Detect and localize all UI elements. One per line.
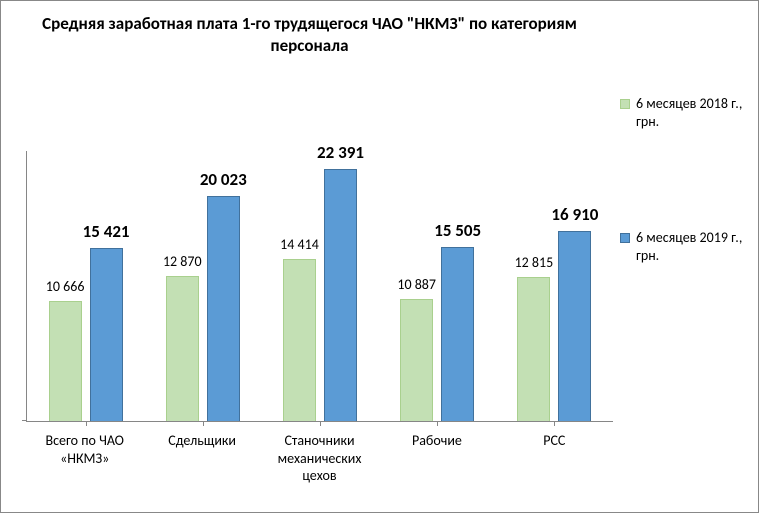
x-axis-label: Станочники механических цехов xyxy=(261,426,378,506)
bar-group: 12 87020 023 xyxy=(144,196,261,421)
bar-group: 10 88715 505 xyxy=(379,247,496,421)
legend-swatch-1 xyxy=(620,233,630,243)
x-axis-labels: Всего по ЧАО «НКМЗ»СдельщикиСтаночники м… xyxy=(26,426,613,506)
legend-series-0: 6 месяцев 2018 г., грн. xyxy=(620,95,750,134)
bar xyxy=(90,248,123,421)
bar-group: 12 81516 910 xyxy=(496,231,613,421)
legend-series-1: 6 месяцев 2019 г., грн. xyxy=(620,229,750,268)
bar xyxy=(441,247,474,421)
bar xyxy=(207,196,240,421)
bar xyxy=(400,299,433,421)
bar xyxy=(49,301,82,421)
plot-area: 10 66615 42112 87020 02314 41422 39110 8… xyxy=(26,151,613,422)
x-axis-label: Сдельщики xyxy=(143,426,260,506)
bar xyxy=(324,169,357,421)
bar xyxy=(166,276,199,421)
legend-label-0: 6 месяцев 2018 г., грн. xyxy=(636,95,750,130)
bar-value-label: 22 391 xyxy=(280,142,400,163)
legend-swatch-0 xyxy=(620,99,630,109)
chart-title: Средняя заработная плата 1-го трудящегос… xyxy=(1,13,618,57)
bar-value-label: 16 910 xyxy=(515,204,635,225)
x-axis-label: Рабочие xyxy=(378,426,495,506)
bar xyxy=(283,259,316,421)
legend-label-1: 6 месяцев 2019 г., грн. xyxy=(636,229,750,264)
chart-container: Средняя заработная плата 1-го трудящегос… xyxy=(0,0,759,513)
bar xyxy=(558,231,591,421)
bar xyxy=(517,277,550,421)
bar-group: 10 66615 421 xyxy=(27,248,144,421)
bar-group: 14 41422 391 xyxy=(261,169,378,421)
x-axis-label: Всего по ЧАО «НКМЗ» xyxy=(26,426,143,506)
x-axis-label: РСС xyxy=(496,426,613,506)
